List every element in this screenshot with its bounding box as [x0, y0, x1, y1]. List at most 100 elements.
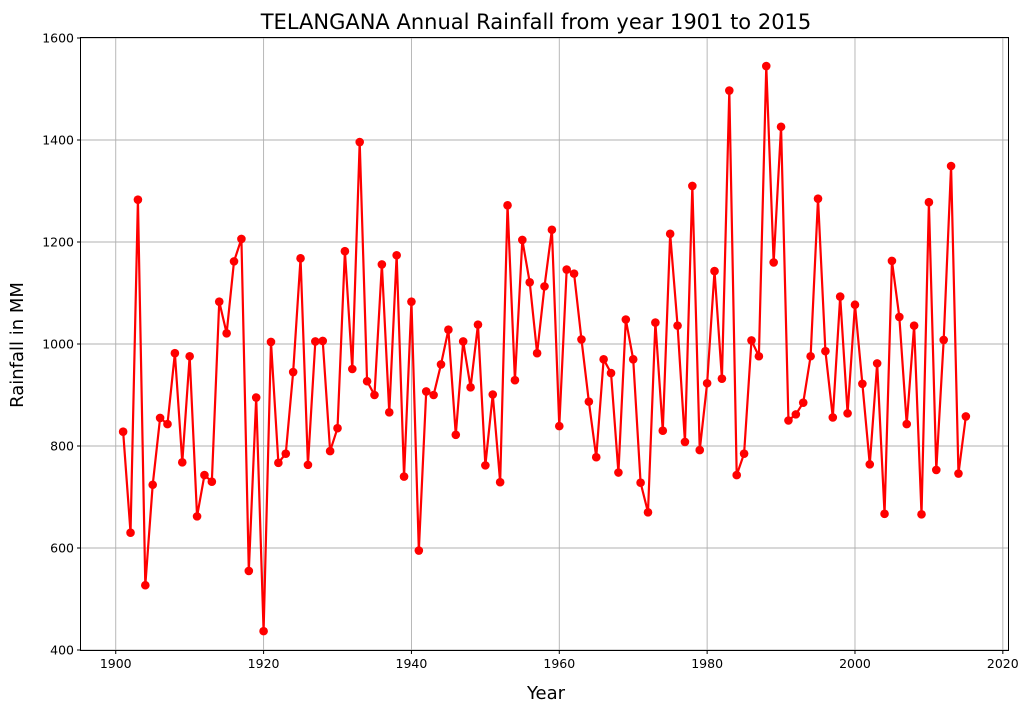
data-point-1920	[259, 626, 268, 636]
data-point-1984	[732, 470, 742, 480]
data-point-1910	[185, 351, 194, 361]
x-tick-label-1960: 1960	[543, 656, 575, 671]
data-point-1961	[562, 265, 571, 274]
data-point-1903	[133, 195, 143, 204]
y-tick-label-1200: 1200	[42, 235, 74, 250]
data-point-1970	[628, 355, 638, 364]
data-point-1923	[281, 449, 291, 458]
data-point-1935	[370, 390, 379, 400]
data-point-1951	[488, 390, 498, 399]
data-point-1960	[554, 421, 564, 431]
data-point-2001	[858, 379, 867, 389]
data-point-1928	[318, 336, 328, 346]
data-point-1995	[813, 194, 823, 203]
data-point-1973	[651, 318, 660, 327]
data-point-1945	[444, 325, 453, 335]
y-tick-label-1000: 1000	[42, 337, 74, 352]
data-point-1957	[532, 348, 542, 358]
data-point-1933	[355, 137, 364, 147]
data-point-1980	[702, 378, 712, 388]
data-point-1936	[377, 260, 387, 269]
data-point-2006	[895, 312, 904, 322]
axis-ticks: 1900 1920 1940 1960 1980 2000 2020 400 600 800 100…	[42, 31, 1019, 672]
data-point-1993	[798, 398, 808, 407]
data-point-1932	[347, 364, 357, 374]
data-point-1949	[473, 320, 483, 329]
data-point-1947	[458, 337, 468, 346]
x-tick-label-1980: 1980	[691, 656, 723, 671]
series-line-0	[122, 64, 967, 633]
data-point-1921	[266, 337, 276, 347]
data-point-1929	[325, 446, 335, 456]
data-point-2004	[880, 509, 889, 519]
data-point-1924	[288, 367, 298, 377]
data-point-1989	[769, 258, 778, 267]
y-tick-label-1600: 1600	[42, 31, 74, 46]
data-point-1916	[229, 257, 239, 266]
data-point-1912	[200, 470, 209, 480]
data-point-1974	[658, 426, 668, 436]
data-point-1906	[155, 413, 165, 423]
data-point-1930	[333, 423, 342, 433]
data-point-1907	[163, 419, 172, 429]
data-point-1971	[636, 478, 645, 488]
data-point-1901	[118, 427, 128, 437]
data-point-1940	[407, 297, 416, 306]
data-point-1963	[577, 335, 586, 344]
data-point-1996	[821, 346, 830, 356]
data-point-1975	[665, 229, 675, 239]
data-point-1972	[643, 508, 653, 517]
data-point-1962	[569, 269, 579, 278]
data-point-1964	[584, 397, 594, 406]
data-point-1976	[673, 321, 682, 330]
data-point-2007	[902, 419, 912, 429]
data-point-1959	[547, 225, 557, 235]
data-point-1917	[237, 234, 246, 244]
data-point-1944	[436, 360, 446, 369]
data-point-1968	[614, 468, 623, 477]
data-point-1919	[251, 393, 261, 402]
data-point-2000	[850, 300, 860, 310]
data-point-1978	[688, 181, 697, 191]
data-point-1927	[311, 337, 320, 346]
y-tick-label-1400: 1400	[42, 133, 74, 148]
data-point-1958	[540, 282, 549, 291]
y-tick-label-400: 400	[50, 643, 74, 658]
data-point-1902	[126, 528, 135, 537]
data-point-2002	[865, 460, 875, 469]
y-axis-title: Rainfall in MM	[7, 282, 28, 408]
data-point-1955	[518, 235, 527, 245]
data-point-2010	[924, 197, 934, 207]
y-tick-label-800: 800	[50, 439, 74, 454]
data-point-1966	[599, 355, 608, 364]
data-point-2011	[931, 465, 941, 475]
data-point-1981	[710, 266, 719, 276]
data-point-1915	[222, 328, 231, 338]
grid-lines	[81, 37, 1008, 651]
data-point-2009	[917, 510, 926, 519]
y-tick-label-600: 600	[50, 541, 74, 556]
x-tick-label-2020: 2020	[987, 656, 1019, 671]
data-point-2013	[946, 161, 956, 171]
data-point-1931	[340, 246, 350, 256]
data-point-1939	[399, 472, 409, 481]
data-point-1905	[148, 480, 158, 490]
data-point-1979	[695, 445, 705, 455]
series-group	[118, 61, 971, 636]
data-point-1948	[466, 383, 475, 392]
data-point-1950	[481, 461, 490, 470]
data-point-1999	[843, 409, 852, 418]
data-point-1938	[392, 250, 401, 260]
data-point-1998	[835, 292, 845, 301]
data-point-1952	[495, 477, 505, 487]
data-point-1991	[784, 416, 793, 425]
data-point-1918	[244, 566, 254, 576]
data-point-1997	[828, 413, 838, 422]
data-point-1937	[384, 408, 394, 417]
data-point-1934	[362, 376, 372, 386]
data-point-1990	[776, 122, 786, 132]
data-point-1954	[510, 375, 520, 385]
data-point-1941	[414, 546, 424, 555]
data-point-2015	[961, 412, 971, 421]
